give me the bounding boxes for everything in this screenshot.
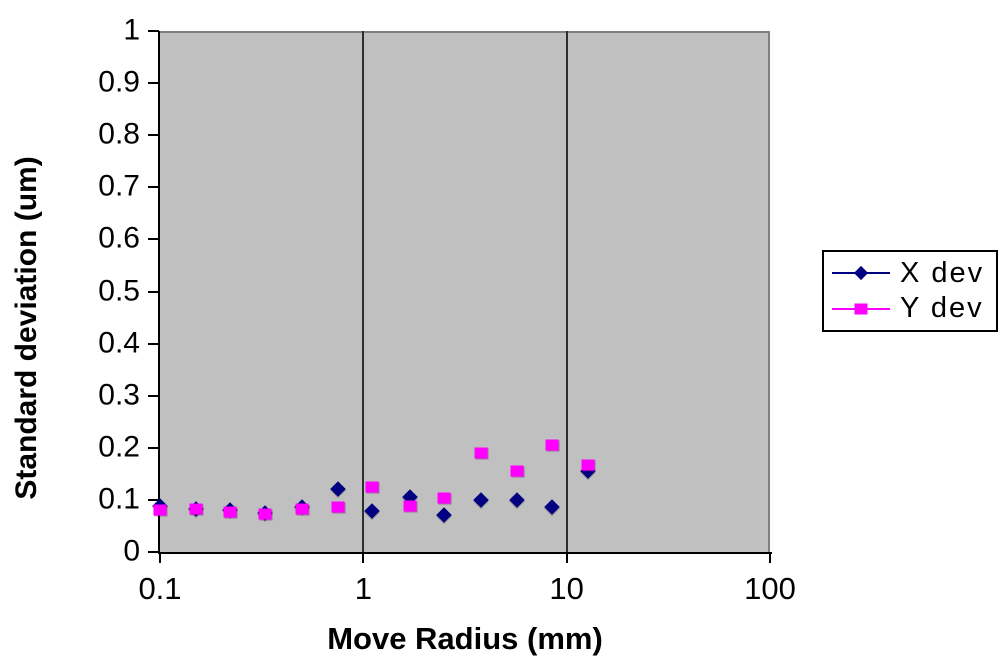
legend-entry-y-dev: Y dev xyxy=(824,294,996,323)
square-marker-icon xyxy=(854,303,868,315)
y-tick-mark xyxy=(148,394,159,397)
y-tick-mark xyxy=(148,82,159,85)
y-tick-label: 0.4 xyxy=(98,325,140,359)
y-dev-point xyxy=(403,500,417,512)
y-tick-label: 0.1 xyxy=(98,482,140,516)
y-tick-label: 1 xyxy=(123,13,140,47)
y-tick-mark xyxy=(148,186,159,189)
x-gridline xyxy=(362,31,365,552)
y-tick-label: 0.9 xyxy=(98,65,140,99)
x-tick-mark xyxy=(159,554,161,563)
y-dev-point xyxy=(189,503,203,515)
y-dev-point xyxy=(437,492,451,504)
legend-entry-x-dev: X dev xyxy=(824,256,996,289)
y-tick-mark xyxy=(148,238,159,241)
y-axis-line xyxy=(158,31,160,554)
y-tick-label: 0 xyxy=(123,534,140,568)
y-tick-mark xyxy=(148,290,159,293)
x-tick-label: 1 xyxy=(354,571,372,606)
y-tick-mark xyxy=(148,134,159,137)
x-tick-mark xyxy=(565,554,568,563)
x-tick-label: 0.1 xyxy=(138,571,182,606)
y-tick-label: 0.6 xyxy=(98,221,140,255)
y-dev-point xyxy=(474,447,488,459)
y-tick-label: 0.3 xyxy=(98,378,140,412)
legend-key xyxy=(832,301,890,317)
y-dev-point xyxy=(545,439,559,451)
diamond-marker-icon xyxy=(853,266,869,281)
y-dev-point xyxy=(153,504,167,516)
y-tick-mark xyxy=(148,342,159,345)
y-dev-point xyxy=(258,508,272,520)
y-dev-point xyxy=(510,465,524,477)
y-tick-label: 0.2 xyxy=(98,430,140,464)
y-tick-mark xyxy=(148,30,159,32)
y-tick-label: 0.8 xyxy=(98,117,140,151)
y-dev-point xyxy=(365,481,379,493)
y-tick-mark xyxy=(148,446,159,449)
legend-label: X dev xyxy=(900,256,985,289)
y-tick-mark xyxy=(148,551,159,553)
y-dev-point xyxy=(581,459,595,471)
x-axis-title: Move Radius (mm) xyxy=(327,621,603,656)
x-tick-label: 10 xyxy=(549,571,584,606)
legend-label: Y dev xyxy=(900,292,984,325)
y-tick-mark xyxy=(148,498,159,501)
x-axis-line xyxy=(158,552,772,554)
x-tick-mark xyxy=(769,554,771,563)
y-dev-point xyxy=(295,503,309,515)
x-gridline xyxy=(565,31,568,552)
y-dev-point xyxy=(223,506,237,518)
x-tick-label: 100 xyxy=(744,571,796,606)
plot-area xyxy=(160,31,770,552)
legend-key xyxy=(832,265,890,281)
y-tick-label: 0.7 xyxy=(98,169,140,203)
x-tick-mark xyxy=(362,554,365,563)
legend: X dev Y dev xyxy=(822,250,998,332)
y-tick-label: 0.5 xyxy=(98,273,140,307)
y-dev-point xyxy=(331,501,345,513)
